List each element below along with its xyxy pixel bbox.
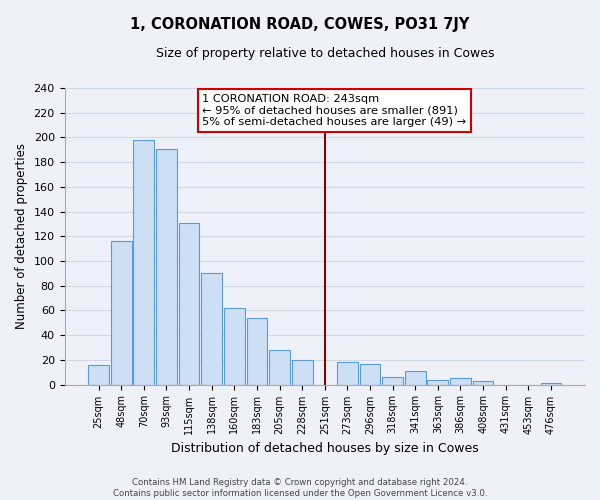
Bar <box>88 365 109 384</box>
Bar <box>450 378 471 384</box>
Bar <box>201 274 222 384</box>
Text: 1, CORONATION ROAD, COWES, PO31 7JY: 1, CORONATION ROAD, COWES, PO31 7JY <box>130 18 470 32</box>
Bar <box>359 364 380 384</box>
Bar <box>473 381 493 384</box>
Bar <box>224 308 245 384</box>
Bar <box>427 380 448 384</box>
Y-axis label: Number of detached properties: Number of detached properties <box>15 144 28 330</box>
Text: 1 CORONATION ROAD: 243sqm
← 95% of detached houses are smaller (891)
5% of semi-: 1 CORONATION ROAD: 243sqm ← 95% of detac… <box>202 94 467 127</box>
Bar <box>111 242 131 384</box>
Bar <box>156 148 177 384</box>
Bar <box>292 360 313 384</box>
Bar <box>337 362 358 384</box>
Title: Size of property relative to detached houses in Cowes: Size of property relative to detached ho… <box>155 48 494 60</box>
Bar <box>269 350 290 384</box>
Bar <box>133 140 154 384</box>
X-axis label: Distribution of detached houses by size in Cowes: Distribution of detached houses by size … <box>171 442 479 455</box>
Bar <box>405 371 425 384</box>
Bar <box>179 222 199 384</box>
Text: Contains HM Land Registry data © Crown copyright and database right 2024.
Contai: Contains HM Land Registry data © Crown c… <box>113 478 487 498</box>
Bar <box>382 377 403 384</box>
Bar <box>247 318 268 384</box>
